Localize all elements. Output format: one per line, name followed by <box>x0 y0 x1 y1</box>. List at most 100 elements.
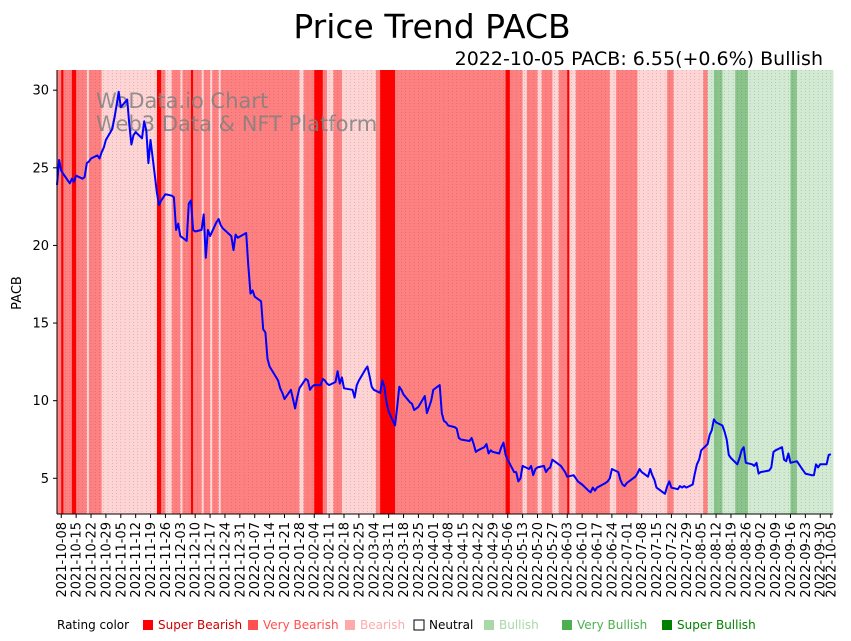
rating-band-super-bearish <box>190 70 194 514</box>
x-tick-label: 2022-04-29 <box>486 522 501 598</box>
rating-band-very-bearish <box>558 70 568 514</box>
rating-band-bearish <box>552 70 560 514</box>
x-tick-label: 2022-02-04 <box>308 522 323 598</box>
x-tick-label: 2021-10-15 <box>70 522 85 598</box>
legend-swatch <box>345 620 355 630</box>
axes <box>56 70 833 515</box>
rating-band-bullish <box>747 70 791 514</box>
x-tick-label: 2022-03-18 <box>397 522 412 598</box>
rating-band-very-bullish <box>790 70 798 514</box>
chart-subtitle: 2022-10-05 PACB: 6.55(+0.6%) Bullish <box>455 48 823 70</box>
legend-label: Neutral <box>429 618 473 632</box>
rating-band-very-bearish <box>333 70 343 514</box>
rating-band-very-bearish <box>526 70 538 514</box>
x-tick-label: 2022-08-19 <box>724 522 739 598</box>
legend-swatch <box>413 619 425 631</box>
x-tick-label: 2022-01-14 <box>263 522 278 598</box>
price-series-line <box>56 90 832 495</box>
x-axis-ticks: 2021-10-08 2021-10-15 2021-10-22 2021-10-29… <box>55 514 839 598</box>
rating-band-very-bullish <box>735 70 749 514</box>
rating-band-super-bearish <box>314 70 324 514</box>
x-tick-label: 2022-10-05 <box>824 522 839 598</box>
x-tick-label: 2022-05-13 <box>516 522 531 598</box>
rating-band-bearish <box>201 70 205 514</box>
rating-band-very-bearish <box>212 70 219 514</box>
x-tick-label: 2022-01-21 <box>278 522 293 598</box>
rating-band-bearish <box>522 70 528 514</box>
y-tick-label: 15 <box>32 317 49 332</box>
legend-title: Rating color <box>57 618 129 632</box>
rating-band-super-bearish <box>380 70 396 514</box>
rating-band-very-bearish <box>395 70 506 514</box>
x-tick-label: 2022-03-04 <box>367 522 382 598</box>
x-tick-label: 2022-07-29 <box>680 522 695 598</box>
legend-swatch <box>143 620 153 630</box>
watermark-line-1: WoData.io Chart <box>96 89 268 113</box>
rating-legend: Rating color Super Bearish Very Bearish Bea… <box>57 618 756 632</box>
x-tick-label: 2022-02-25 <box>352 522 367 598</box>
x-tick-label: 2022-04-15 <box>457 522 472 598</box>
x-tick-label: 2021-12-17 <box>204 522 219 598</box>
x-tick-label: 2022-05-06 <box>501 522 516 598</box>
y-tick-label: 5 <box>41 472 49 487</box>
x-tick-label: 2021-10-08 <box>55 522 70 598</box>
x-tick-label: 2022-07-15 <box>650 522 665 598</box>
rating-band-very-bearish <box>616 70 638 514</box>
rating-band-very-bearish <box>63 70 73 514</box>
x-tick-label: 2022-01-07 <box>248 522 263 598</box>
x-tick-label: 2022-06-10 <box>576 522 591 598</box>
y-tick-label: 30 <box>32 84 49 99</box>
y-tick-label: 10 <box>32 394 49 409</box>
rating-band-very-bearish <box>203 70 211 514</box>
x-gridlines <box>56 70 832 514</box>
rating-band-very-bearish <box>541 70 553 514</box>
rating-band-super-bearish <box>156 70 162 514</box>
rating-band-bearish <box>341 70 377 514</box>
rating-band-very-bearish <box>509 70 523 514</box>
rating-band-very-bearish <box>667 70 674 514</box>
legend-label: Super Bearish <box>158 618 242 632</box>
legend-label: Very Bearish <box>263 618 339 632</box>
x-tick-label: 2021-12-10 <box>189 522 204 598</box>
x-tick-label: 2022-01-28 <box>293 522 308 598</box>
x-tick-label: 2022-07-22 <box>665 522 680 598</box>
y-axis-ticks: 5 10 15 20 25 30 <box>32 84 57 487</box>
rating-band-bullish <box>796 70 834 514</box>
x-tick-label: 2022-07-08 <box>635 522 650 598</box>
x-tick-label: 2021-10-22 <box>85 522 100 598</box>
legend-swatch <box>248 620 258 630</box>
x-tick-label: 2021-11-26 <box>159 522 174 598</box>
x-tick-label: 2022-09-09 <box>769 522 784 598</box>
rating-band-bearish <box>637 70 668 514</box>
x-tick-label: 2022-04-08 <box>442 522 457 598</box>
x-tick-label: 2021-11-12 <box>129 522 144 598</box>
rating-band-very-bearish <box>322 70 328 514</box>
rating-band-bearish <box>537 70 543 514</box>
x-tick-label: 2022-09-30 <box>814 522 829 598</box>
rating-band-bearish <box>86 70 90 514</box>
rating-band-super-bearish <box>71 70 77 514</box>
x-tick-label: 2022-03-11 <box>382 522 397 598</box>
x-tick-label: 2021-12-31 <box>233 522 248 598</box>
rating-band-super-bearish <box>567 70 570 514</box>
legend-label: Very Bullish <box>577 618 647 632</box>
y-axis-label: PACB <box>10 276 25 310</box>
legend-label: Bearish <box>360 618 405 632</box>
x-tick-label: 2022-06-24 <box>605 522 620 598</box>
rating-band-bearish <box>180 70 183 514</box>
rating-band-super-bearish <box>61 70 64 514</box>
rating-band-very-bullish <box>713 70 723 514</box>
chart-title: Price Trend PACB <box>293 7 570 46</box>
x-tick-label: 2022-05-27 <box>546 522 561 598</box>
x-tick-label: 2022-09-02 <box>754 522 769 598</box>
rating-band-very-bearish <box>575 70 611 514</box>
rating-band-bearish <box>569 70 577 514</box>
x-tick-label: 2022-06-03 <box>561 522 576 598</box>
rating-band-very-bearish <box>57 70 62 514</box>
x-tick-label: 2022-07-01 <box>620 522 635 598</box>
legend-label: Bullish <box>499 618 539 632</box>
rating-band-bearish <box>327 70 334 514</box>
rating-band-super-bearish <box>505 70 511 514</box>
x-tick-label: 2022-06-17 <box>591 522 606 598</box>
rating-band-bearish <box>609 70 617 514</box>
